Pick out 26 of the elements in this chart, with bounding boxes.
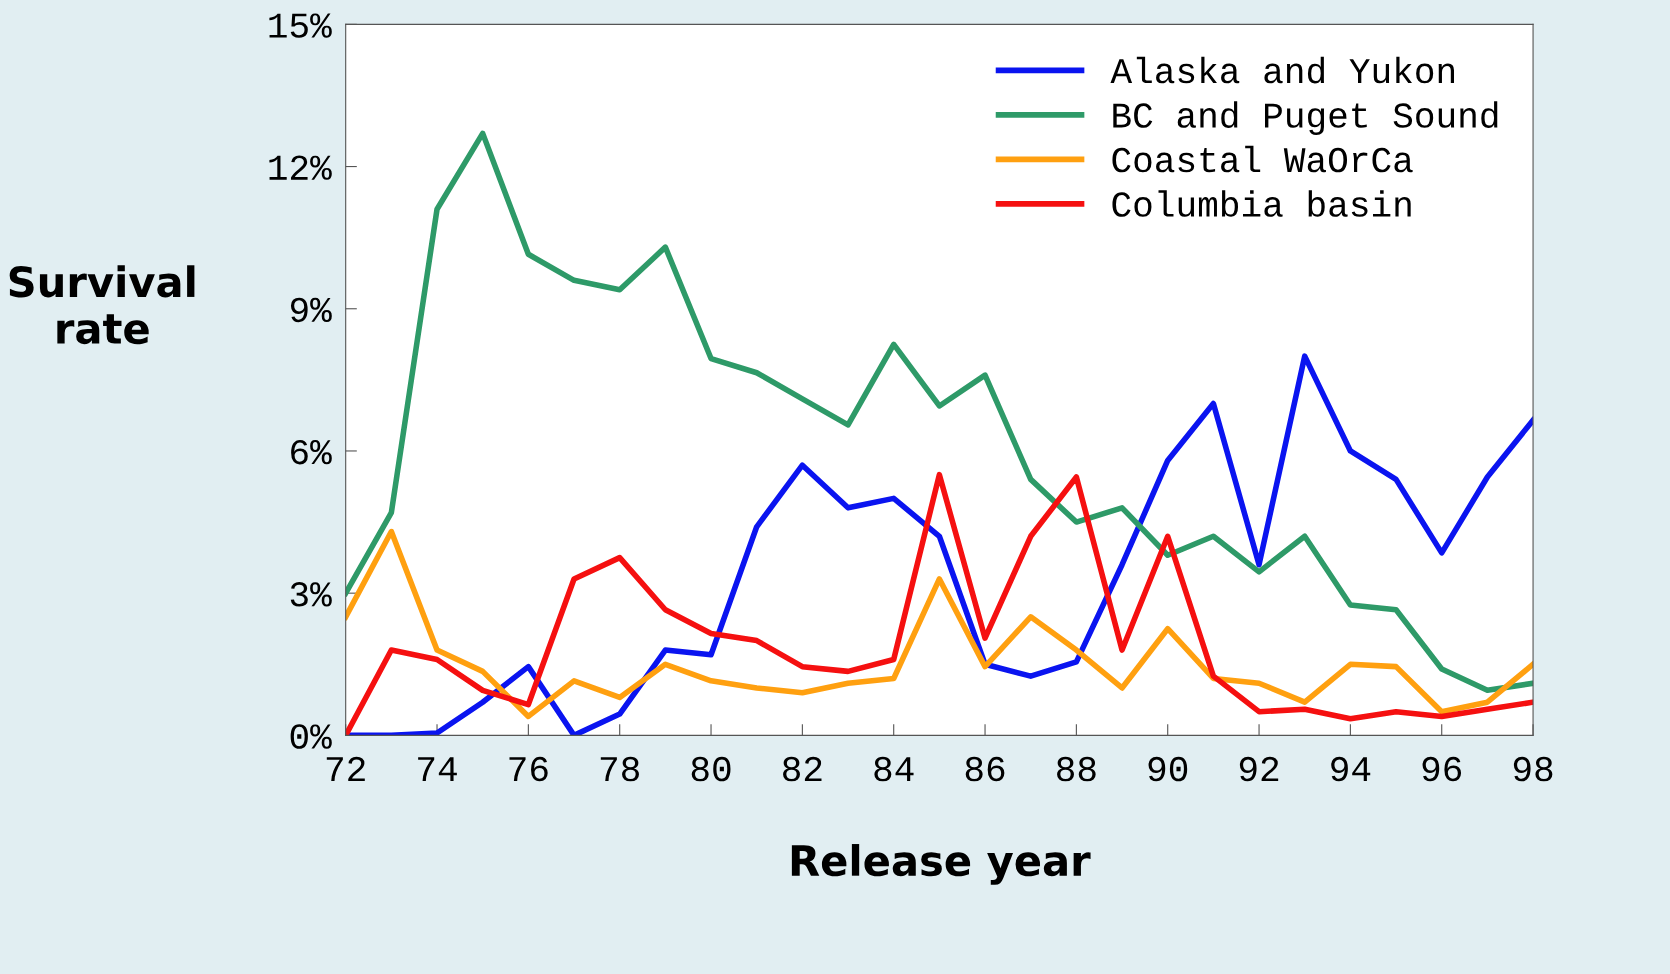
x-tick-label: 80 [691,756,731,782]
legend-label: Coastal WaOrCa [1112,145,1413,173]
x-tick-label: 72 [326,756,365,781]
y-tick-label: 9% [290,297,332,323]
x-tick-label: 82 [783,756,822,782]
x-tick-label: 76 [509,756,548,782]
x-tick-label: 78 [600,756,639,782]
x-tick-label: 90 [1148,756,1188,782]
x-tick-label: 96 [1422,756,1462,782]
legend-label: Alaska and Yukon [1110,56,1455,84]
x-tick-label: 74 [418,757,457,781]
y-tick-label: 12% [269,155,332,180]
legend-label: Columbia basin [1112,190,1411,217]
x-tick-label: 98 [1513,756,1553,782]
x-axis-title: Release year [791,844,1091,885]
x-tick-label: 94 [1331,756,1371,782]
y-tick-label: 0% [290,724,332,749]
y-tick-label: 15% [269,13,332,38]
x-tick-label: 84 [874,756,914,782]
legend-label: BC and Puget Sound [1113,101,1498,135]
x-tick-label: 92 [1239,756,1279,782]
x-tick-label: 88 [1057,756,1096,782]
x-tick-label: 86 [965,756,1005,782]
y-tick-label: 6% [291,439,332,465]
y-tick-label: 3% [290,582,332,607]
y-axis-title: Survival rate [9,265,195,345]
